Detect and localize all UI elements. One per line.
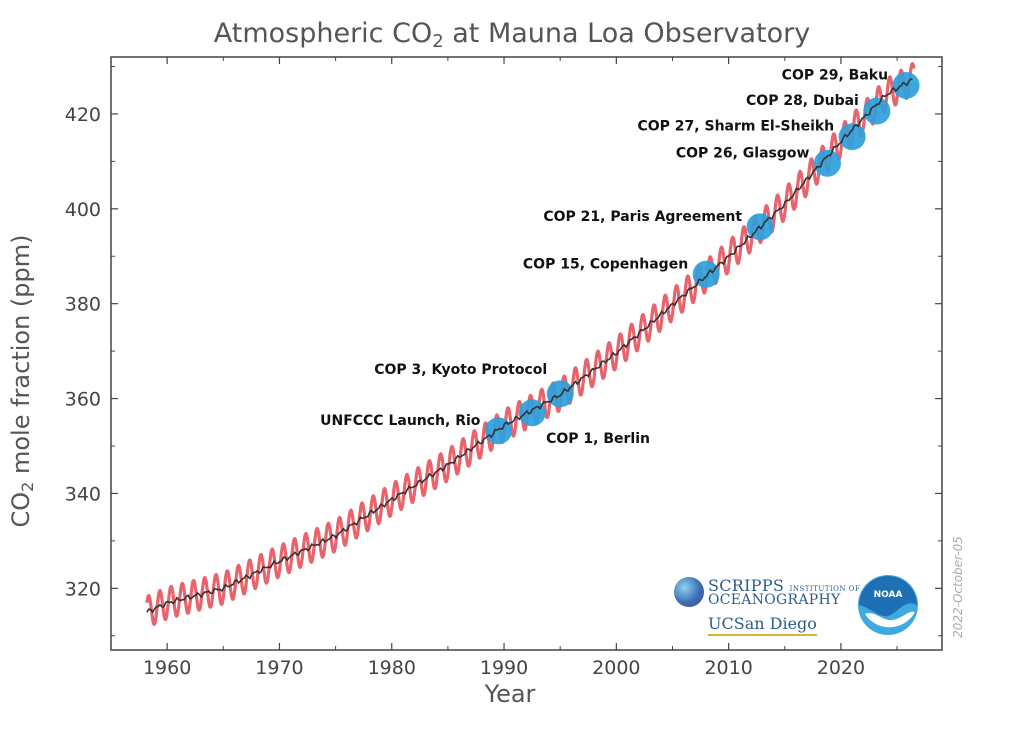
y-tick-label: 340 [65, 483, 101, 505]
x-tick-label: 1970 [255, 657, 303, 679]
y-tick-label: 380 [65, 294, 101, 316]
y-axis-label: CO2 mole fraction (ppm) [7, 234, 37, 528]
scripps-logo-line1: SCRIPPS INSTITUTION OF [708, 576, 861, 595]
axis-ticks: 1960 1970 1980 1990 2000 2010 2020 320 340 360 380… [65, 57, 942, 679]
trend-series-line [146, 77, 913, 614]
event-marker [863, 97, 891, 125]
x-tick-label: 2020 [817, 657, 865, 679]
chart-title: Atmospheric CO2 at Mauna Loa Observatory [213, 18, 811, 52]
noaa-wave-icon [865, 611, 915, 628]
x-tick-label: 1960 [143, 657, 191, 679]
event-marker [692, 260, 720, 288]
x-tick-label: 1980 [368, 657, 416, 679]
y-tick-label: 360 [65, 389, 101, 411]
globe-icon [674, 577, 704, 607]
event-marker [838, 123, 866, 151]
event-marker [813, 149, 841, 177]
event-annotations: UNFCCC Launch, Rio COP 1, Berlin COP 3, Ky… [320, 67, 888, 446]
scripps-logo: SCRIPPS INSTITUTION OF OCEANOGRAPHY [674, 574, 860, 634]
scripps-logo-line2: OCEANOGRAPHY [708, 592, 841, 608]
event-marker [484, 417, 512, 445]
event-marker [518, 399, 546, 427]
event-label: COP 27, Sharm El-Sheikh [638, 119, 835, 135]
plot-frame [110, 56, 943, 651]
event-label: COP 3, Kyoto Protocol [374, 362, 547, 378]
event-label: COP 21, Paris Agreement [543, 209, 742, 225]
x-tick-label: 2000 [592, 657, 640, 679]
event-label: COP 1, Berlin [546, 431, 650, 447]
x-tick-label: 2010 [704, 657, 752, 679]
event-label: COP 26, Glasgow [676, 145, 810, 161]
y-tick-label: 320 [65, 578, 101, 600]
y-tick-label: 420 [65, 104, 101, 126]
event-marker [546, 380, 574, 408]
x-axis-label: Year [484, 680, 536, 708]
event-label: COP 29, Baku [782, 67, 888, 83]
noaa-bird-icon [859, 576, 917, 617]
noaa-logo: NOAA [858, 575, 918, 635]
event-label: UNFCCC Launch, Rio [320, 413, 481, 429]
ucsd-logo: UCSan Diego [708, 614, 817, 636]
event-label: COP 15, Copenhagen [523, 256, 688, 272]
event-label: COP 28, Dubai [746, 93, 859, 109]
y-tick-label: 400 [65, 199, 101, 221]
noaa-logo-text: NOAA [874, 590, 903, 600]
x-tick-label: 1990 [480, 657, 528, 679]
date-stamp: 2022-October-05 [951, 536, 965, 638]
